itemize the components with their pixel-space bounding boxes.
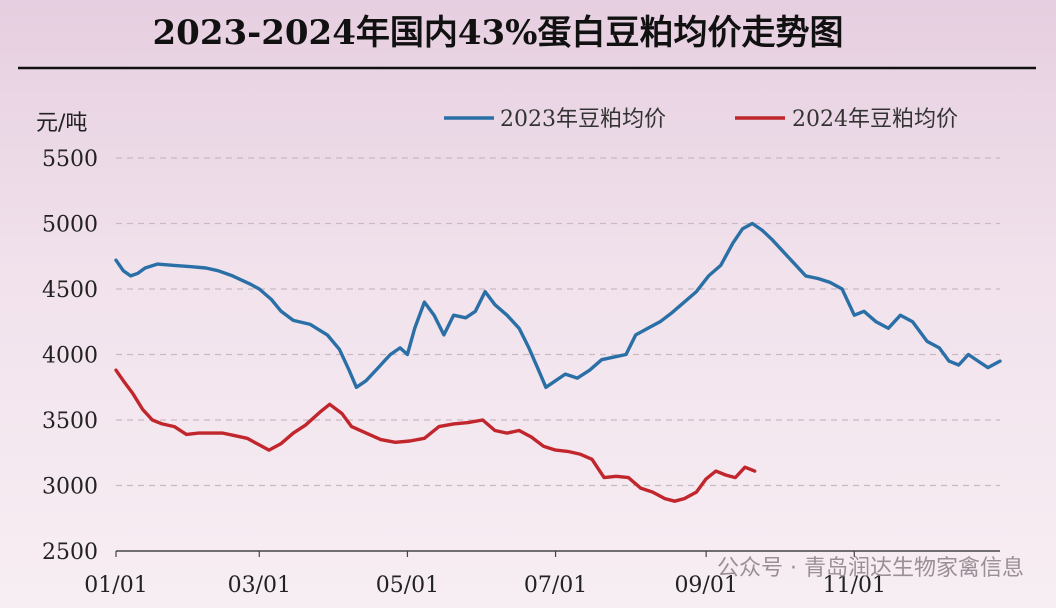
- y-tick-2500: 2500: [42, 540, 98, 565]
- x-tick-07/01: 07/01: [524, 573, 587, 598]
- y-tick-3500: 3500: [42, 409, 98, 434]
- x-tick-09/01: 09/01: [674, 573, 737, 598]
- legend: 2023年豆粕均价 2024年豆粕均价: [444, 107, 958, 132]
- gridlines: [116, 157, 1000, 487]
- y-tick-4500: 4500: [42, 278, 98, 303]
- series-line-1: [114, 221, 1002, 389]
- y-tick-3000: 3000: [42, 475, 98, 500]
- y-tick-5000: 5000: [42, 213, 98, 238]
- x-tick-11/01: 11/01: [823, 573, 886, 598]
- x-tick-labels: 01/01 03/01 05/01 07/01 09/01 11/01: [84, 551, 886, 598]
- series-line-2: [114, 368, 757, 503]
- legend-label-2: 2024年豆粕均价: [792, 107, 958, 132]
- y-tick-4000: 4000: [42, 344, 98, 369]
- series-group: [114, 221, 1002, 503]
- legend-label-1: 2023年豆粕均价: [500, 107, 666, 132]
- y-axis-unit: 元/吨: [36, 111, 87, 136]
- x-tick-03/01: 03/01: [228, 573, 291, 598]
- chart-title: 2023-2024年国内43%蛋白豆粕均价走势图: [153, 13, 844, 53]
- watermark: 公众号 · 青岛润达生物家禽信息: [717, 556, 1024, 581]
- y-tick-labels: 2500 3000 3500 4000 4500 5000 5500: [42, 147, 98, 565]
- x-tick-05/01: 05/01: [376, 573, 439, 598]
- y-tick-5500: 5500: [42, 147, 98, 172]
- x-tick-01/01: 01/01: [84, 573, 147, 598]
